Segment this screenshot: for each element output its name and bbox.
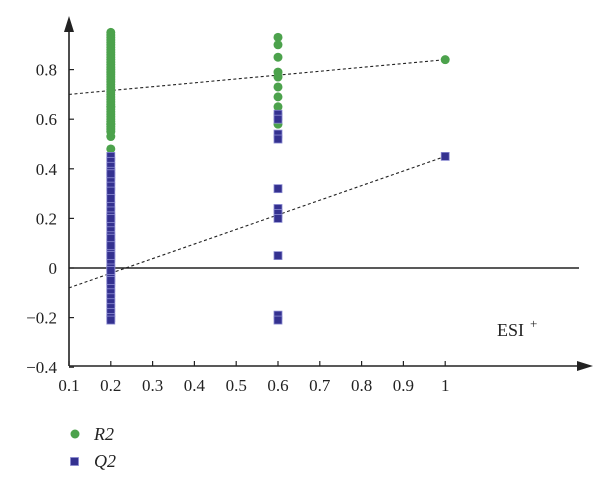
point-r2: [273, 32, 283, 42]
point-r2: [106, 144, 116, 154]
legend-marker-q2: [70, 457, 79, 466]
point-r2: [106, 102, 116, 112]
point-r2: [273, 52, 283, 62]
y-tick-label: 0.2: [36, 209, 57, 228]
y-tick-label: −0.4: [26, 358, 57, 377]
point-q2: [106, 213, 116, 223]
trendline-r2: [68, 59, 446, 95]
y-tick-label: 0: [49, 259, 58, 278]
point-r2: [273, 72, 283, 82]
x-tick-label: 0.3: [142, 376, 163, 395]
data-points: [106, 27, 450, 325]
y-axis-arrow: [64, 16, 74, 32]
point-r2: [273, 102, 283, 112]
point-q2: [273, 114, 283, 124]
point-r2: [273, 82, 283, 92]
x-axis-label-superscript: +: [530, 316, 537, 331]
x-tick-label: 0.9: [393, 376, 414, 395]
point-q2: [106, 169, 116, 179]
x-tick-label: 0.5: [226, 376, 247, 395]
y-tick-label: −0.2: [26, 309, 57, 328]
y-tick-label: 0.8: [36, 61, 57, 80]
x-tick-label: 0.4: [184, 376, 206, 395]
x-axis-arrow: [577, 361, 593, 371]
point-r2: [440, 55, 450, 65]
legend: R2 Q2: [70, 424, 116, 471]
x-axis-title: ESI +: [497, 316, 537, 340]
x-tick-label: 1: [441, 376, 450, 395]
legend-marker-r2: [70, 429, 80, 439]
y-tick-label: 0.6: [36, 110, 57, 129]
x-axis-label: ESI: [497, 320, 524, 340]
point-q2: [106, 194, 116, 203]
x-tick-label: 0.6: [267, 376, 288, 395]
point-q2: [106, 241, 116, 251]
point-q2: [106, 275, 116, 285]
x-tick-label: 0.8: [351, 376, 372, 395]
x-tick-label: 0.1: [58, 376, 79, 395]
point-q2: [106, 186, 116, 196]
x-tick-label: 0.7: [309, 376, 331, 395]
y-tick-label: 0.4: [36, 160, 58, 179]
point-q2: [273, 134, 283, 144]
trendline-layer: [68, 59, 446, 289]
point-r2: [273, 92, 283, 102]
x-tick-label: 0.2: [100, 376, 121, 395]
point-r2: [273, 40, 283, 50]
point-q2: [273, 213, 283, 223]
point-q2: [273, 184, 283, 194]
axes: −0.4 −0.2 0 0.2 0.4 0.6 0.8 0.1 0.2 0.3 0.4 0.5 0.6 0…: [26, 16, 593, 395]
point-q2: [273, 251, 283, 261]
point-q2: [106, 266, 116, 275]
point-q2: [440, 151, 450, 161]
point-q2: [106, 233, 116, 243]
legend-label-r2: R2: [93, 424, 114, 444]
point-q2: [106, 315, 116, 325]
legend-label-q2: Q2: [94, 451, 116, 471]
point-r2: [106, 119, 116, 129]
point-q2: [273, 315, 283, 325]
point-r2: [106, 132, 116, 142]
point-q2: [106, 251, 116, 261]
trendline-q2: [68, 155, 446, 289]
